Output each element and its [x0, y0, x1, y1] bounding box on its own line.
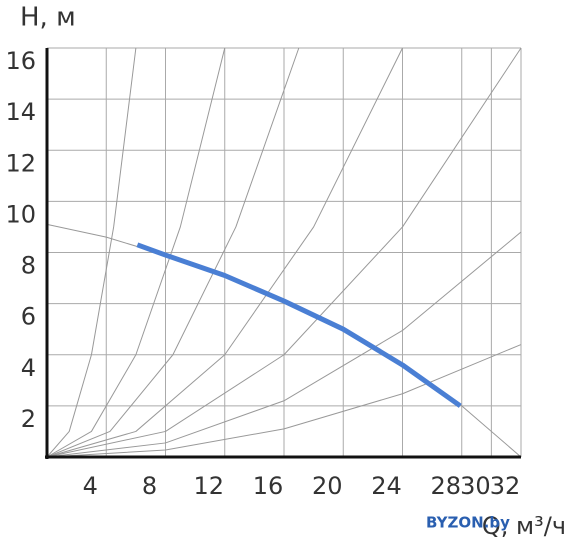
x-tick-label: 8 — [142, 472, 157, 500]
y-tick-label: 4 — [21, 354, 36, 382]
x-tick-label: 16 — [253, 472, 284, 500]
x-tick-label: 12 — [193, 472, 224, 500]
y-tick-label: 2 — [21, 405, 36, 433]
system-curve — [46, 47, 137, 458]
y-tick-label: 12 — [5, 149, 36, 177]
system-curve — [46, 344, 522, 458]
y-tick-label: 6 — [21, 303, 36, 331]
x-tick-label: 30 — [460, 472, 491, 500]
y-tick-label: 16 — [5, 47, 36, 75]
x-axis-label: Q, м³/ч — [482, 512, 566, 540]
pump-curve — [136, 242, 462, 408]
y-tick-label: 14 — [5, 98, 36, 126]
system-curve — [46, 47, 226, 458]
x-tick-label: 4 — [83, 472, 98, 500]
y-tick-label: 8 — [21, 252, 36, 280]
y-axis-label: Н, м — [20, 3, 76, 33]
system-curve — [46, 47, 522, 458]
system-curve — [46, 47, 300, 458]
watermark: BYZON.by — [426, 514, 510, 532]
y-tick-label: 10 — [5, 200, 36, 228]
system-curve — [46, 231, 522, 458]
system-curve — [46, 47, 403, 458]
x-tick-label: 24 — [371, 472, 402, 500]
x-tick-label: 32 — [490, 472, 521, 500]
x-tick-label: 20 — [312, 472, 343, 500]
x-tick-label: 28 — [430, 472, 461, 500]
